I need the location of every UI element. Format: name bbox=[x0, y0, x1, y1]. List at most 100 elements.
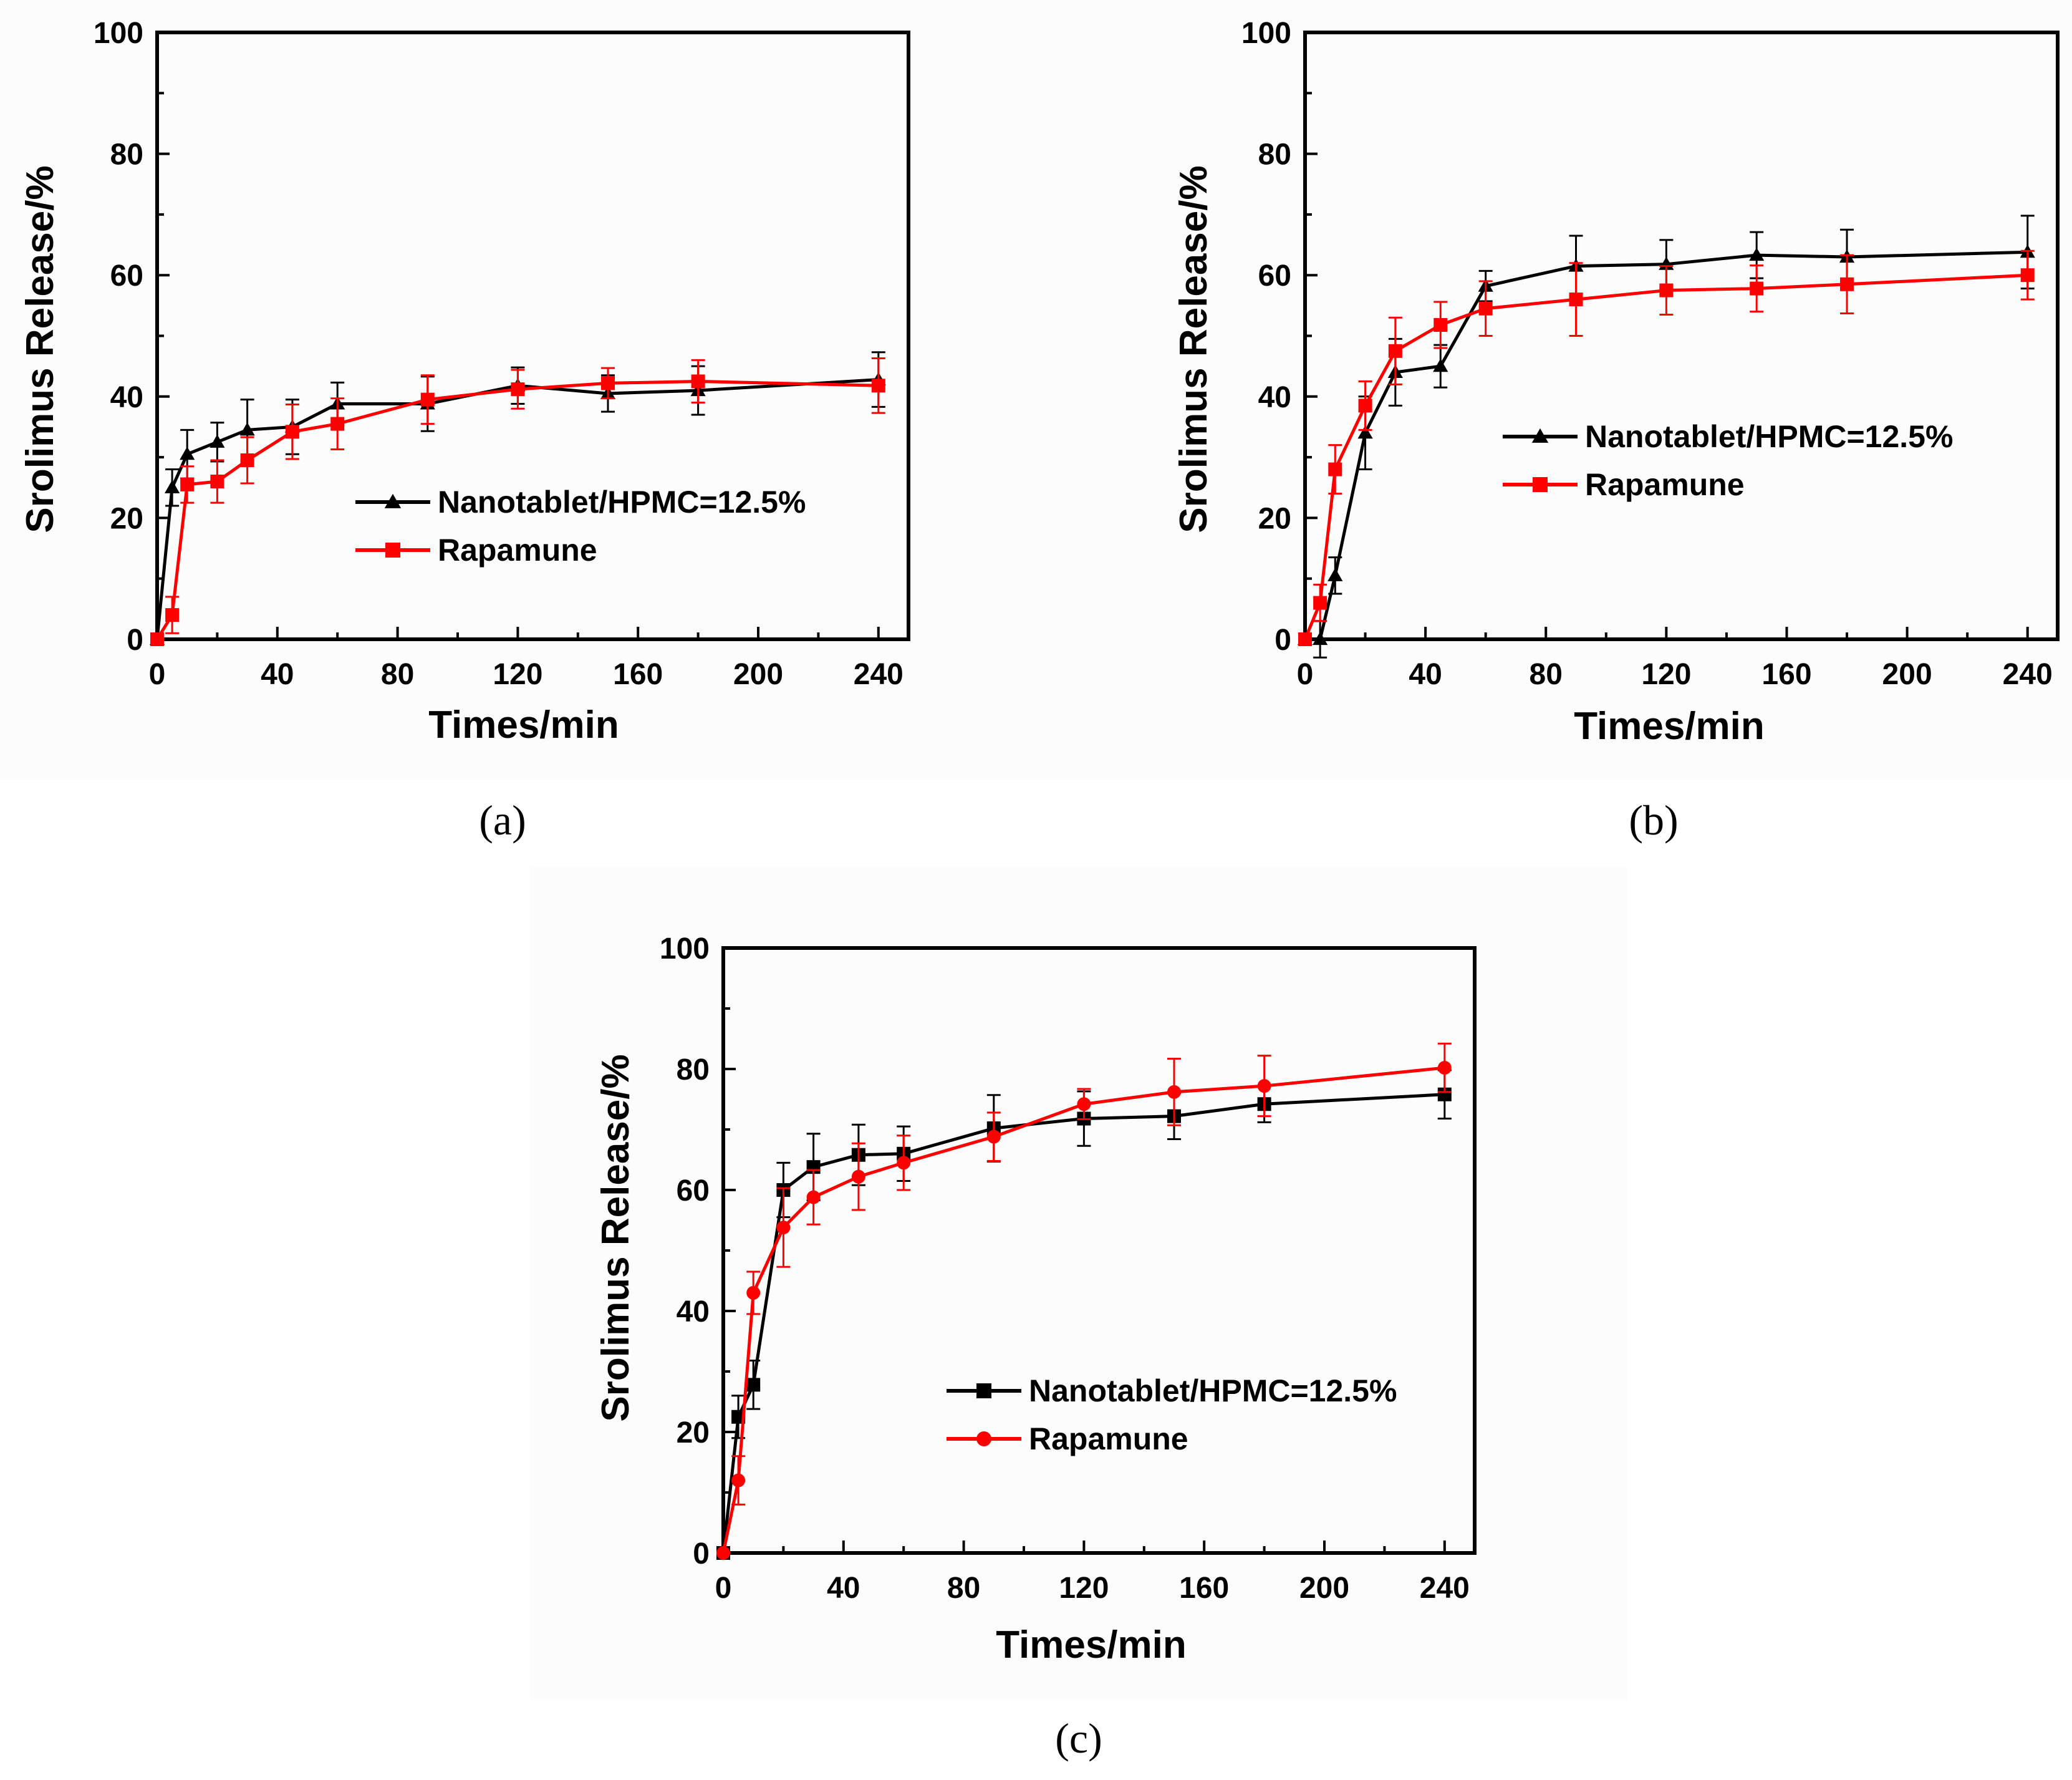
data-point bbox=[691, 374, 705, 389]
x-tick-label: 80 bbox=[381, 658, 414, 691]
data-point bbox=[1840, 277, 1854, 291]
x-tick-label: 0 bbox=[149, 658, 166, 691]
legend-marker bbox=[976, 1431, 991, 1446]
data-point bbox=[1358, 399, 1372, 413]
x-tick-label: 160 bbox=[1761, 658, 1811, 691]
panel-label: (a) bbox=[479, 796, 526, 844]
data-point bbox=[897, 1156, 911, 1170]
x-tick-label: 80 bbox=[1530, 658, 1563, 691]
data-point bbox=[1569, 293, 1583, 307]
data-point bbox=[180, 477, 195, 491]
series-line bbox=[721, 1066, 1445, 1554]
legend-label: Rapamune bbox=[1029, 1421, 1188, 1456]
y-tick-label: 40 bbox=[110, 381, 143, 414]
series-rapamune bbox=[150, 357, 885, 646]
data-point bbox=[746, 1285, 761, 1300]
x-tick-label: 0 bbox=[715, 1572, 732, 1605]
data-point bbox=[150, 632, 164, 646]
x-tick-label: 240 bbox=[1420, 1572, 1470, 1605]
data-point bbox=[1433, 359, 1448, 372]
legend-label: Nanotablet/HPMC=12.5% bbox=[438, 485, 806, 520]
x-axis-title: Times/min bbox=[1574, 705, 1765, 748]
data-point bbox=[210, 475, 224, 489]
legend-item: Nanotablet/HPMC=12.5% bbox=[947, 1373, 1397, 1408]
y-tick-label: 80 bbox=[1258, 138, 1291, 172]
panel-a: Srolimus Release/% Times/min (a) 0 40 80 12… bbox=[19, 17, 910, 844]
y-axis-title: Srolimus Release/% bbox=[19, 165, 62, 533]
y-tick-label: 20 bbox=[1258, 502, 1291, 535]
legend-item: Nanotablet/HPMC=12.5% bbox=[1503, 419, 1953, 454]
data-point bbox=[851, 1169, 865, 1184]
legend-marker bbox=[976, 1383, 991, 1398]
data-point bbox=[806, 1190, 821, 1204]
data-point bbox=[330, 417, 345, 431]
data-point bbox=[420, 392, 435, 407]
y-axis-title: Srolimus Release/% bbox=[594, 1054, 637, 1421]
legend-label: Nanotablet/HPMC=12.5% bbox=[1585, 419, 1953, 454]
data-point bbox=[1437, 1061, 1452, 1075]
legend-item: Rapamune bbox=[947, 1421, 1188, 1456]
panel-b: Srolimus Release/% Times/min (b) 0 40 80 12… bbox=[1172, 17, 2060, 844]
y-tick-label: 100 bbox=[94, 17, 143, 50]
legend-item: Rapamune bbox=[1503, 467, 1745, 502]
series-line bbox=[1305, 250, 2028, 641]
data-point bbox=[285, 425, 299, 439]
x-tick-label: 200 bbox=[1882, 658, 1932, 691]
panel-c: Srolimus Release/% Times/min (c) 0 40 80 12… bbox=[594, 932, 1477, 1762]
x-tick-label: 40 bbox=[827, 1572, 860, 1605]
series-line bbox=[155, 379, 879, 641]
x-tick-label: 40 bbox=[261, 658, 294, 691]
data-point bbox=[601, 376, 615, 390]
data-point bbox=[731, 1473, 746, 1487]
data-point bbox=[871, 379, 885, 393]
series-rapamune bbox=[1298, 249, 2035, 646]
y-tick-label: 0 bbox=[127, 624, 143, 657]
top-panel-shade bbox=[0, 0, 2072, 780]
legend-item: Nanotablet/HPMC=12.5% bbox=[355, 485, 806, 520]
data-point bbox=[1437, 1087, 1452, 1101]
x-tick-label: 240 bbox=[854, 658, 903, 691]
y-tick-label: 100 bbox=[660, 932, 710, 965]
y-tick-label: 20 bbox=[677, 1416, 710, 1449]
y-tick-label: 80 bbox=[110, 138, 143, 172]
data-point bbox=[165, 480, 180, 493]
x-tick-label: 40 bbox=[1409, 658, 1442, 691]
panel-label: (c) bbox=[1055, 1715, 1102, 1762]
data-point bbox=[1328, 462, 1342, 476]
y-tick-label: 0 bbox=[1275, 624, 1291, 657]
series-line bbox=[1303, 273, 2028, 640]
legend-marker bbox=[1531, 428, 1549, 443]
y-tick-label: 60 bbox=[677, 1174, 710, 1207]
x-tick-label: 200 bbox=[733, 658, 783, 691]
x-tick-label: 120 bbox=[1059, 1572, 1109, 1605]
x-tick-label: 120 bbox=[1641, 658, 1691, 691]
y-tick-label: 40 bbox=[677, 1295, 710, 1328]
x-axis-title: Times/min bbox=[428, 704, 619, 747]
data-point bbox=[165, 608, 180, 622]
legend-marker bbox=[384, 493, 402, 508]
data-point bbox=[1434, 317, 1448, 332]
data-point bbox=[210, 434, 225, 448]
series-rapamune bbox=[716, 1042, 1452, 1560]
data-point bbox=[1357, 425, 1373, 439]
data-point bbox=[986, 1129, 1001, 1144]
legend-label: Rapamune bbox=[438, 533, 597, 568]
data-point bbox=[1659, 283, 1674, 297]
data-point bbox=[746, 1378, 761, 1392]
y-tick-label: 60 bbox=[1258, 259, 1291, 293]
x-tick-label: 0 bbox=[1297, 658, 1314, 691]
legend-item: Rapamune bbox=[355, 533, 597, 568]
panel-label: (b) bbox=[1629, 796, 1678, 844]
bottom-panel-shade bbox=[530, 867, 1627, 1700]
data-point bbox=[1388, 344, 1402, 358]
x-tick-label: 160 bbox=[1179, 1572, 1229, 1605]
data-point bbox=[1167, 1085, 1181, 1099]
data-point bbox=[1750, 281, 1764, 296]
y-tick-label: 80 bbox=[677, 1053, 710, 1086]
data-point bbox=[2020, 268, 2035, 283]
legend-label: Rapamune bbox=[1585, 467, 1745, 502]
data-point bbox=[1257, 1079, 1271, 1093]
x-tick-label: 240 bbox=[2003, 658, 2053, 691]
data-point bbox=[776, 1221, 791, 1235]
